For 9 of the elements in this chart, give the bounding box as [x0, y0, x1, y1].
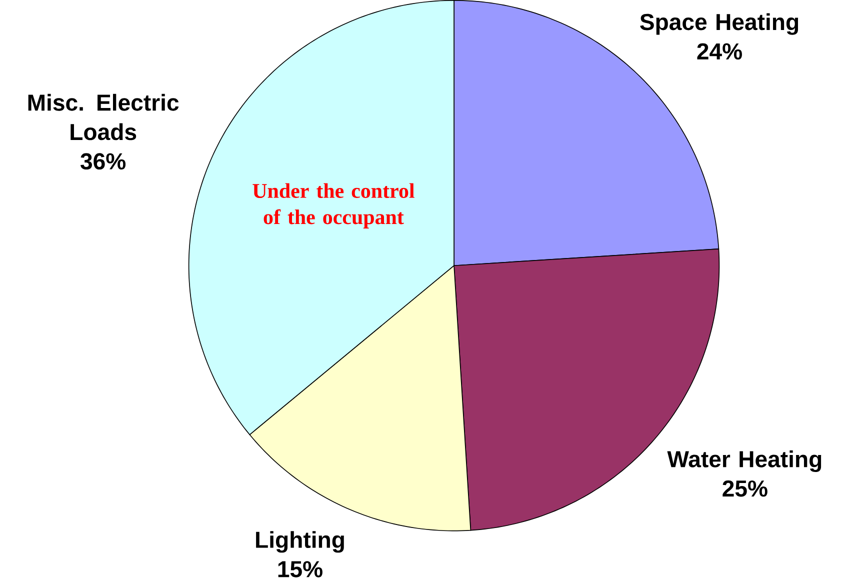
data-label: 36% [80, 153, 126, 170]
text: Under the control of the occupant [252, 183, 414, 229]
slice-label: Misc. Electric Loads [28, 94, 179, 140]
data-label: 25% [722, 480, 768, 497]
slice-label: Lighting [256, 531, 344, 553]
data-label: 24% [697, 43, 742, 60]
data-label: 15% [278, 561, 322, 578]
slice-label: Space Heating [640, 13, 798, 35]
slice-label: Water Heating [667, 450, 822, 472]
